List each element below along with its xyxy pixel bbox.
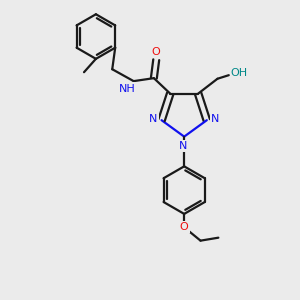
Text: O: O xyxy=(180,222,189,232)
Text: N: N xyxy=(149,114,158,124)
Text: O: O xyxy=(152,47,161,57)
Text: N: N xyxy=(179,141,187,151)
Text: N: N xyxy=(211,114,219,124)
Text: OH: OH xyxy=(231,68,248,78)
Text: NH: NH xyxy=(119,84,136,94)
